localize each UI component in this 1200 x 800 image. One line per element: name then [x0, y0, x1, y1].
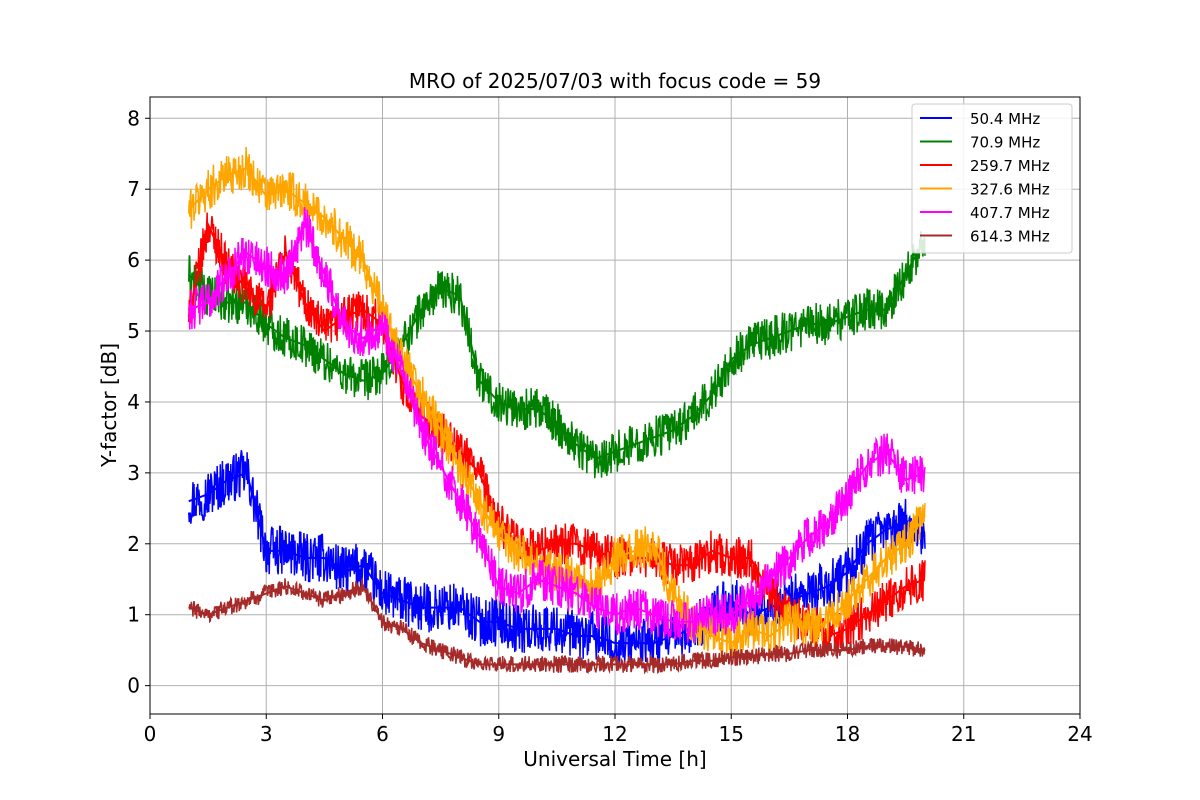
series-trace — [188, 147, 926, 660]
series-5 — [188, 206, 926, 643]
x-tick-label: 6 — [376, 722, 389, 746]
legend-label: 50.4 MHz — [970, 110, 1040, 128]
y-tick-label: 8 — [127, 106, 140, 130]
series-6 — [188, 576, 926, 675]
legend-label: 327.6 MHz — [970, 181, 1050, 199]
x-tick-label: 24 — [1067, 722, 1092, 746]
y-tick-label: 6 — [127, 248, 140, 272]
y-axis-label: Y-factor [dB] — [97, 343, 121, 468]
x-tick-label: 3 — [260, 722, 273, 746]
series-2 — [188, 231, 926, 479]
series-1 — [188, 449, 926, 668]
x-tick-label: 0 — [144, 722, 157, 746]
y-tick-label: 5 — [127, 319, 140, 343]
series-trace — [188, 231, 926, 479]
series-4 — [188, 147, 926, 660]
series-trace — [188, 576, 926, 675]
y-axis: 0 1 2 3 4 5 6 7 8 — [127, 106, 150, 698]
y-tick-label: 7 — [127, 177, 140, 201]
x-tick-label: 9 — [492, 722, 505, 746]
y-tick-label: 0 — [127, 674, 140, 698]
legend-label: 259.7 MHz — [970, 157, 1050, 175]
x-tick-label: 15 — [719, 722, 744, 746]
plot-area — [187, 147, 926, 675]
legend-label: 407.7 MHz — [970, 204, 1050, 222]
legend-label: 614.3 MHz — [970, 228, 1050, 246]
x-axis-label: Universal Time [h] — [523, 747, 706, 771]
series-trace — [188, 449, 926, 668]
legend-label: 70.9 MHz — [970, 134, 1040, 152]
x-tick-label: 21 — [951, 722, 976, 746]
x-axis: 0 3 6 9 12 15 18 21 24 — [144, 714, 1093, 746]
y-tick-label: 3 — [127, 461, 140, 485]
chart-title: MRO of 2025/07/03 with focus code = 59 — [409, 69, 821, 93]
y-tick-label: 1 — [127, 603, 140, 627]
y-tick-label: 2 — [127, 532, 140, 556]
legend: 50.4 MHz 70.9 MHz 259.7 MHz 327.6 MHz 407.7… — [911, 103, 1073, 254]
series-trace — [188, 206, 926, 643]
y-tick-label: 4 — [127, 390, 140, 414]
x-tick-label: 12 — [602, 722, 627, 746]
x-tick-label: 18 — [835, 722, 860, 746]
